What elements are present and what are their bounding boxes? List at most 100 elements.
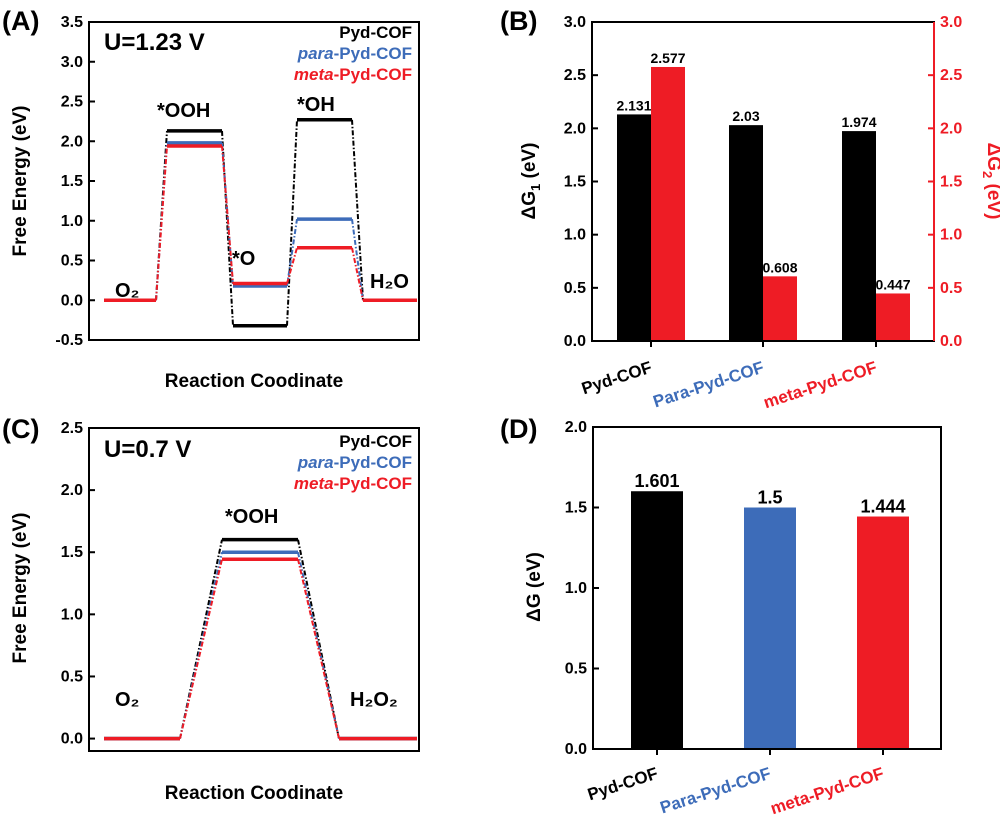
panel-b-axis-left-tick-label: 2.0 xyxy=(564,120,586,137)
panel-c-y-axis-tick-label: 2.5 xyxy=(61,420,83,437)
axis-tail: (eV) xyxy=(519,143,540,184)
panel-a-y-axis-tick-label: 2.5 xyxy=(61,94,83,111)
legend-prefix: meta xyxy=(294,474,334,493)
axis-main: ΔG xyxy=(519,191,540,219)
panel-a: (A) -0.5 0.0 0.5 1.0 1.5 2.0 2.5 3.0 3.5 U=1.23 … xyxy=(2,6,420,392)
bar-value-label: 1.974 xyxy=(841,114,876,130)
panel-a-condition: U=1.23 V xyxy=(104,29,205,56)
panel-b-right-axis-title: ΔG2 (eV) xyxy=(980,143,1000,220)
panel-a-legend-meta: meta-Pyd-COF xyxy=(294,65,412,84)
panel-c-y-axis-title: Free Energy (eV) xyxy=(10,513,31,664)
panel-d-axis-left-tick-label: 1.0 xyxy=(565,580,587,597)
panel-b-left-axis-title: ΔG1 (eV) xyxy=(519,143,543,220)
panel-a-label: (A) xyxy=(2,6,39,36)
legend-suffix: -Pyd-COF xyxy=(334,474,412,493)
panel-c-y-axis-tick-label: 2.0 xyxy=(61,482,83,499)
category-label: Pyd-COF xyxy=(585,764,660,805)
legend-suffix: -Pyd-COF xyxy=(334,65,412,84)
panel-c-y-axis: 0.0 0.5 1.0 1.5 2.0 2.5 xyxy=(61,420,95,748)
panel-c-y-axis-tick-label: 0.5 xyxy=(61,668,83,685)
panel-c-x-axis-title: Reaction Coodinate xyxy=(165,783,343,804)
panel-d: (D) 1.601 1.5 1.444 0.0 0.5 1.0 1.5 2.0 Pyd-CO… xyxy=(500,414,942,819)
panel-b-axis-right-tick-label: 0.5 xyxy=(940,280,962,297)
panel-d-axis-left-tick-label: 0.0 xyxy=(565,741,587,758)
panel-c-energy-diagram xyxy=(104,537,417,741)
panel-d-axis-left-tick-label: 0.5 xyxy=(565,661,587,678)
panel-b-axis-right-tick-label: 2.5 xyxy=(940,67,962,84)
panel-c-plot-frame xyxy=(88,427,420,752)
panel-a-y-axis-tick-label: 3.0 xyxy=(61,54,83,71)
panel-b-axis-left-tick-label: 2.5 xyxy=(564,67,586,84)
bar-value-label: 2.03 xyxy=(732,108,759,124)
energy-connector-meta-pyd-cof xyxy=(155,145,168,301)
panel-a-y-axis-tick-label: 1.0 xyxy=(61,213,83,230)
energy-connector-meta-pyd-cof xyxy=(351,247,364,301)
panel-a-energy-diagram xyxy=(104,118,417,328)
panel-d-label: (D) xyxy=(500,414,537,444)
axis-main: ΔG xyxy=(983,143,1000,171)
bar-δg1-0 xyxy=(617,114,651,342)
panel-b: (B) 2.131 2.577 2.03 0.608 1.974 0.447 0.0 0.5… xyxy=(500,6,1000,412)
panel-b-axis-right-tick-label: 2.0 xyxy=(940,120,962,137)
panel-b-axis-left-tick-label: 0.5 xyxy=(564,280,586,297)
legend-prefix: meta xyxy=(294,65,334,84)
bar-value-label: 2.131 xyxy=(616,97,651,113)
panel-d-y-axis-title: ΔG (eV) xyxy=(524,552,545,622)
panel-a-y-axis: -0.5 0.0 0.5 1.0 1.5 2.0 2.5 3.0 3.5 xyxy=(55,14,95,349)
panel-d-axes: 0.0 0.5 1.0 1.5 2.0 xyxy=(565,419,884,758)
panel-d-axis-left-tick-label: 1.5 xyxy=(565,500,587,517)
panel-b-axis-right-tick-label: 1.5 xyxy=(940,174,962,191)
panel-b-axis-left-tick-label: 1.5 xyxy=(564,174,586,191)
panel-c-label-h2o2: H₂O₂ xyxy=(350,689,398,711)
panel-b-axis-left-tick-label: 3.0 xyxy=(564,14,586,31)
panel-c-legend-para: para-Pyd-COF xyxy=(297,453,412,472)
panel-a-legend-pyd: Pyd-COF xyxy=(339,23,412,42)
axis-sub: 2 xyxy=(980,171,995,178)
panel-a-y-axis-tick-label: 0.5 xyxy=(61,253,83,270)
panel-b-label: (B) xyxy=(500,6,537,36)
category-label: meta-Pyd-COF xyxy=(768,764,886,819)
panel-a-y-axis-title: Free Energy (eV) xyxy=(10,106,31,257)
legend-prefix: para xyxy=(297,453,334,472)
panel-b-axis-left-tick-label: 0.0 xyxy=(564,333,586,350)
bar-value-label: 1.444 xyxy=(860,497,905,517)
panel-a-label-oh: *OH xyxy=(297,94,335,116)
panel-b-axis-left-tick-label: 1.0 xyxy=(564,227,586,244)
bar-δg-0 xyxy=(631,491,683,749)
bar-value-label: 0.447 xyxy=(875,276,910,292)
panel-d-plot-frame xyxy=(592,426,942,750)
panel-c-condition: U=0.7 V xyxy=(104,436,191,463)
legend-prefix: para xyxy=(297,44,334,63)
panel-a-x-axis-title: Reaction Coodinate xyxy=(165,371,343,392)
category-label: meta-Pyd-COF xyxy=(761,358,879,413)
panel-b-axis-right-tick-label: 1.0 xyxy=(940,227,962,244)
energy-connector-pyd-cof xyxy=(286,119,298,326)
energy-connector-para-pyd-cof xyxy=(351,219,364,301)
energy-connector-meta-pyd-cof xyxy=(221,145,234,284)
bar-δg1-2 xyxy=(842,131,876,341)
bar-δg2-1 xyxy=(763,276,797,341)
bar-δg-2 xyxy=(857,516,909,749)
panel-a-label-ooh: *OOH xyxy=(157,100,210,122)
panel-a-y-axis-tick-label: -0.5 xyxy=(55,332,83,349)
panel-d-axis-left-tick-label: 2.0 xyxy=(565,419,587,436)
panel-c-label-ooh: *OOH xyxy=(225,506,278,528)
panel-a-y-axis-tick-label: 2.0 xyxy=(61,133,83,150)
bar-value-label: 1.5 xyxy=(757,488,782,508)
energy-connector-pyd-cof xyxy=(179,539,223,739)
panel-a-y-axis-tick-label: 1.5 xyxy=(61,173,83,190)
energy-connector-meta-pyd-cof xyxy=(179,558,223,739)
panel-c-y-axis-tick-label: 1.0 xyxy=(61,606,83,623)
panel-b-axes: 0.0 0.5 1.0 1.5 2.0 2.5 3.0 0.0 0.5 1.0 1.5 2.0 2.5 3… xyxy=(564,14,963,350)
panel-c-y-axis-tick-label: 0.0 xyxy=(61,731,83,748)
panel-a-label-o2: O₂ xyxy=(115,280,139,302)
legend-suffix: -Pyd-COF xyxy=(334,453,412,472)
axis-tail: (eV) xyxy=(983,178,1000,219)
panel-a-label-o: *O xyxy=(232,248,255,270)
bar-value-label: 1.601 xyxy=(634,471,679,491)
category-label: Para-Pyd-COF xyxy=(651,358,766,412)
